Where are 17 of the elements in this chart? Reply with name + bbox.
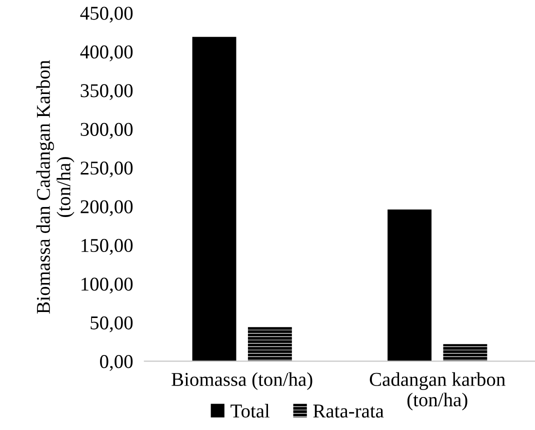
y-tick-label: 200,00	[80, 200, 133, 216]
y-tick-label: 0,00	[100, 355, 133, 371]
y-tick-label: 100,00	[82, 278, 133, 294]
y-tick-label: 50,00	[90, 316, 133, 332]
y-tick-label: 150,00	[82, 238, 133, 255]
bar	[248, 327, 292, 362]
y-tick-label: 300,00	[80, 122, 133, 139]
bar	[443, 344, 488, 362]
bar	[388, 209, 432, 362]
y-axis-title: Biomassa dan Cadangan Karbon (ton/ha)	[36, 60, 74, 314]
bar	[192, 36, 236, 362]
y-tick-label: 250,00	[80, 162, 133, 178]
legend-label: Total	[230, 404, 270, 418]
y-tick-label: 450,00	[80, 6, 133, 23]
y-tick-label: 400,00	[80, 45, 133, 62]
y-tick-label: 350,00	[80, 84, 133, 100]
x-tick-label: Biomassa (ton/ha)	[172, 372, 312, 390]
